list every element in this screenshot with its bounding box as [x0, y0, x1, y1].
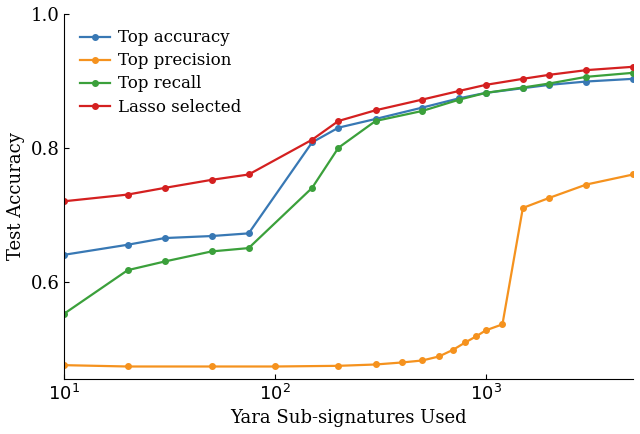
- Lasso selected: [545, 72, 553, 77]
- Top recall: [245, 246, 253, 251]
- Top accuracy: [245, 231, 253, 236]
- Top accuracy: [482, 90, 490, 95]
- Top accuracy: [335, 125, 342, 130]
- Lasso selected: [372, 108, 380, 113]
- Line: Top recall: Top recall: [61, 70, 636, 316]
- Top precision: [449, 347, 457, 352]
- Top accuracy: [519, 85, 527, 91]
- Top precision: [499, 322, 506, 327]
- Top accuracy: [545, 82, 553, 88]
- Top recall: [629, 70, 637, 76]
- Top recall: [161, 259, 168, 264]
- Line: Top precision: Top precision: [61, 172, 636, 369]
- Lasso selected: [482, 82, 490, 88]
- Top accuracy: [60, 252, 68, 257]
- Top accuracy: [308, 140, 316, 145]
- Lasso selected: [582, 68, 590, 73]
- Top precision: [435, 354, 443, 359]
- Lasso selected: [60, 199, 68, 204]
- Top precision: [372, 362, 380, 367]
- Lasso selected: [161, 185, 168, 191]
- Lasso selected: [124, 192, 131, 197]
- Top precision: [398, 360, 406, 365]
- Top precision: [60, 362, 68, 368]
- Top accuracy: [456, 95, 463, 101]
- Lasso selected: [208, 177, 216, 182]
- Top precision: [419, 358, 426, 363]
- Top recall: [582, 74, 590, 79]
- Top recall: [124, 267, 131, 273]
- Top recall: [60, 311, 68, 316]
- Top accuracy: [582, 79, 590, 84]
- Line: Top accuracy: Top accuracy: [61, 76, 636, 257]
- Top recall: [456, 97, 463, 102]
- Top recall: [335, 145, 342, 150]
- Lasso selected: [308, 137, 316, 142]
- Top recall: [208, 249, 216, 254]
- Top recall: [519, 85, 527, 90]
- Top recall: [372, 118, 380, 124]
- Top recall: [482, 90, 490, 95]
- Lasso selected: [456, 88, 463, 93]
- Lasso selected: [629, 64, 637, 69]
- Line: Lasso selected: Lasso selected: [61, 64, 636, 204]
- Legend: Top accuracy, Top precision, Top recall, Lasso selected: Top accuracy, Top precision, Top recall,…: [72, 22, 248, 123]
- Top accuracy: [372, 116, 380, 122]
- Top precision: [461, 340, 469, 345]
- Top recall: [308, 185, 316, 191]
- Lasso selected: [519, 76, 527, 82]
- Top recall: [545, 81, 553, 86]
- Top precision: [482, 328, 490, 333]
- Lasso selected: [419, 97, 426, 102]
- Top precision: [335, 363, 342, 368]
- Lasso selected: [335, 118, 342, 124]
- Top accuracy: [124, 242, 131, 247]
- Lasso selected: [245, 172, 253, 177]
- Top recall: [419, 108, 426, 114]
- Top precision: [472, 334, 480, 339]
- Top precision: [124, 364, 131, 369]
- Top accuracy: [208, 233, 216, 239]
- Top precision: [519, 205, 527, 210]
- X-axis label: Yara Sub-signatures Used: Yara Sub-signatures Used: [230, 409, 467, 427]
- Top accuracy: [419, 105, 426, 110]
- Top precision: [582, 182, 590, 187]
- Y-axis label: Test Accuracy: Test Accuracy: [7, 132, 25, 260]
- Top precision: [208, 364, 216, 369]
- Top precision: [629, 172, 637, 177]
- Top precision: [271, 364, 279, 369]
- Top accuracy: [161, 236, 168, 241]
- Top accuracy: [629, 76, 637, 82]
- Top precision: [545, 195, 553, 201]
